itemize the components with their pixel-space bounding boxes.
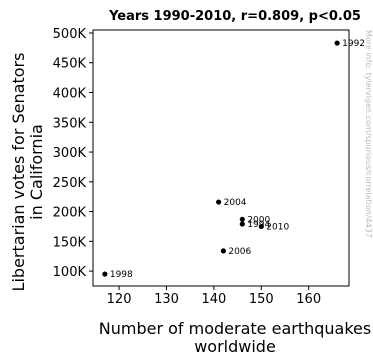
data-point bbox=[334, 40, 340, 46]
chart-title: Years 1990-2010, r=0.809, p<0.05 bbox=[108, 9, 361, 24]
point-label: 1992 bbox=[342, 39, 365, 49]
x-tick-label: 130 bbox=[154, 292, 179, 307]
x-axis-title: Number of moderate earthquakes worldwide bbox=[99, 319, 371, 356]
data-point bbox=[216, 199, 222, 205]
point-label: 1994 bbox=[247, 220, 270, 230]
x-tick-label: 120 bbox=[107, 292, 132, 307]
y-tick-label: 100K bbox=[53, 265, 87, 280]
y-axis: 100K 150K 200K 250K 300K 350K 400K 450K 500K bbox=[53, 27, 93, 280]
data-point bbox=[102, 271, 108, 277]
point-label: 1998 bbox=[110, 270, 133, 280]
point-label: 2006 bbox=[228, 247, 251, 257]
x-tick-label: 140 bbox=[201, 292, 226, 307]
point-label: 2004 bbox=[224, 198, 247, 208]
y-tick-label: 450K bbox=[53, 57, 87, 72]
x-axis-title-line-1: Number of moderate earthquakes bbox=[99, 319, 371, 338]
data-point bbox=[258, 223, 264, 230]
watermark: More info: tylervigen.com/spurious/corre… bbox=[364, 30, 373, 238]
y-tick-label: 300K bbox=[53, 146, 87, 161]
y-tick-label: 250K bbox=[53, 176, 87, 191]
point-label: 2000 bbox=[247, 215, 270, 225]
y-tick-label: 350K bbox=[53, 116, 87, 131]
plot-frame bbox=[92, 29, 350, 287]
y-tick-label: 400K bbox=[53, 87, 87, 102]
data-point bbox=[220, 248, 226, 254]
y-axis-title-line-2: in California bbox=[27, 124, 46, 220]
y-axis-title-line-1: Libertarian votes for Senators bbox=[9, 53, 28, 292]
x-tick-label: 160 bbox=[296, 292, 321, 307]
y-tick-label: 500K bbox=[53, 27, 87, 42]
y-tick-label: 150K bbox=[53, 235, 87, 250]
data-point bbox=[239, 221, 245, 227]
y-axis-title: Libertarian votes for Senators in Califo… bbox=[9, 53, 46, 292]
data-point bbox=[239, 216, 245, 222]
y-tick-label: 200K bbox=[53, 206, 87, 221]
x-axis-title-line-2: worldwide bbox=[194, 337, 276, 356]
x-axis: 120 130 140 150 160 bbox=[107, 286, 321, 307]
x-tick-label: 150 bbox=[249, 292, 274, 307]
point-label: 2010 bbox=[266, 222, 289, 232]
